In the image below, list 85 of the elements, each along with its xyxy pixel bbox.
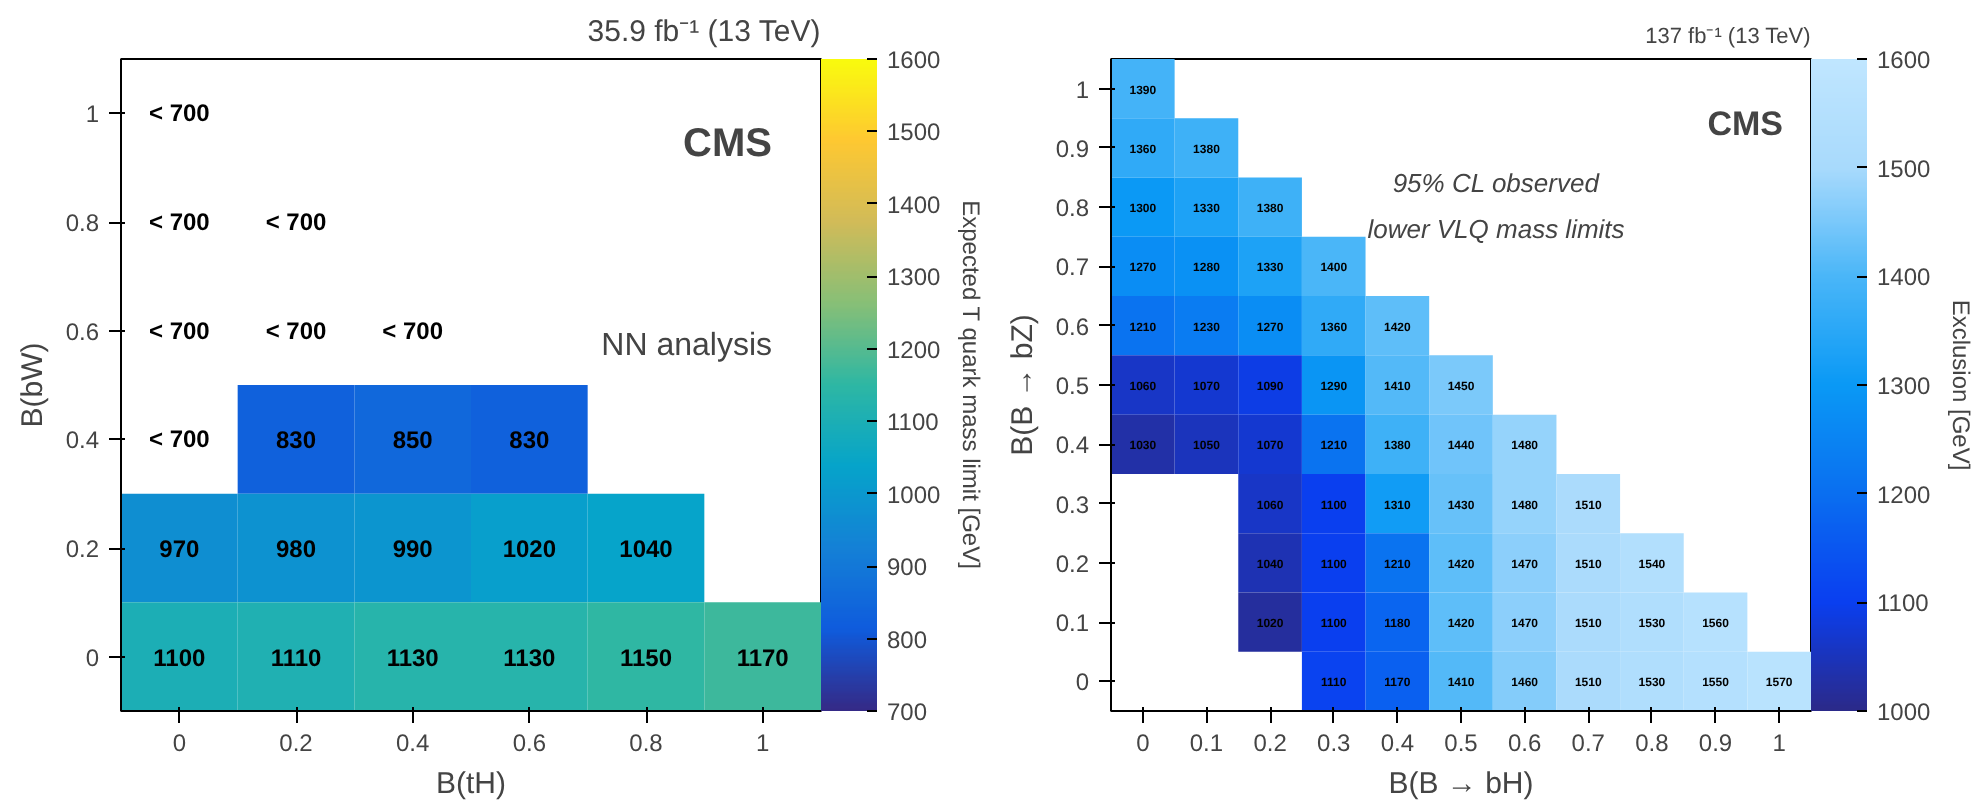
y-tick-label: 0.2	[65, 535, 100, 563]
text: < 700	[148, 208, 210, 236]
color-bar-title: Exclusion [GeV]	[1947, 299, 1975, 471]
color-bar-label: 900	[887, 553, 928, 582]
y-tick-label: 0.1	[1055, 609, 1090, 638]
color-bar-title: Expected T quark mass limit [GeV]	[957, 200, 985, 569]
annotation: NN analysis	[601, 328, 772, 363]
x-tick-label: 0.6	[1507, 729, 1542, 757]
data-label: 1130	[386, 643, 440, 672]
annotation: lower VLQ mass limits	[1367, 213, 1626, 244]
x-tick-label: 0.6	[512, 729, 547, 757]
y-tick-label: 0.5	[1055, 372, 1090, 400]
x-tick-label: 0.4	[395, 729, 430, 757]
data-label: 1020	[502, 535, 557, 563]
color-bar-label: 1300	[887, 263, 942, 292]
x-tick-label: 0.8	[1635, 729, 1670, 757]
color-bar-label: 800	[887, 625, 928, 654]
text: < 700	[382, 316, 444, 345]
color-bar-label: 1400	[887, 190, 942, 219]
color-bar-label: 1100	[887, 408, 940, 437]
y-tick-label: 0.8	[65, 209, 100, 237]
y-tick-label: 0.9	[1055, 134, 1090, 163]
x-tick-label: 0.5	[1444, 729, 1479, 757]
color-bar-label: 1500	[887, 118, 942, 147]
data-label: 980	[275, 535, 317, 563]
x-tick-label: 0.8	[629, 729, 664, 757]
text: < 700	[148, 425, 210, 454]
y-tick-label: 0	[85, 643, 100, 672]
data-label: 1130	[503, 643, 557, 672]
text: < 700	[265, 208, 327, 236]
text: < 700	[148, 316, 210, 345]
x-tick-label: 0.9	[1698, 729, 1733, 757]
x-tick-label: 1	[1772, 729, 1787, 757]
data-label: 1100	[153, 643, 207, 672]
x-tick-label: 0.1	[1189, 729, 1224, 757]
text: < 700	[265, 316, 327, 345]
x-tick-label: 0.2	[279, 729, 314, 757]
x-tick-label: 0.4	[1380, 729, 1415, 757]
data-label: 1170	[736, 643, 790, 672]
chart-title: 137 fb⁻¹ (13 TeV)	[1645, 25, 1811, 49]
data-label: 970	[159, 535, 201, 563]
color-bar-label: 1500	[1877, 154, 1932, 183]
y-axis-title: B(B → bZ)	[1005, 314, 1040, 456]
color-bar-label: 1000	[887, 480, 942, 509]
y-tick-label: 0.8	[1055, 194, 1090, 223]
y-tick-label: 0	[1075, 668, 1090, 697]
y-tick-label: 0.7	[1055, 253, 1090, 282]
x-axis-title: B(B → bH)	[1388, 767, 1534, 801]
y-tick-label: 1	[1075, 75, 1090, 104]
data-label: 1150	[619, 643, 673, 672]
x-tick-label: 0	[1136, 729, 1151, 757]
y-tick-label: 1	[85, 100, 100, 129]
y-tick-label: 0.6	[65, 317, 100, 346]
x-tick-label: 0.2	[1253, 729, 1288, 757]
data-label: 990	[392, 535, 434, 563]
chart-title: 35.9 fb⁻¹ (13 TeV)	[587, 15, 821, 49]
annotation: CMS	[1707, 105, 1784, 144]
y-axis-title: B(bW)	[15, 342, 50, 428]
data-label: 1040	[619, 535, 674, 563]
annotation: 95% CL observed	[1392, 167, 1601, 198]
y-tick-label: 0.4	[65, 426, 100, 455]
color-bar-label: 1600	[1877, 46, 1932, 74]
x-tick-label: 0	[172, 729, 187, 757]
color-bar-label: 1200	[887, 335, 942, 364]
color-bar-label: 1300	[1877, 372, 1932, 400]
x-axis-title: B(tH)	[436, 767, 506, 801]
y-tick-label: 0.6	[1055, 312, 1090, 341]
data-label: 830	[275, 426, 317, 455]
annotation: CMS	[683, 121, 773, 166]
y-tick-label: 0.2	[1055, 549, 1090, 578]
x-tick-label: 0.3	[1317, 729, 1352, 757]
color-bar-label: 1200	[1877, 480, 1932, 509]
color-bar-label: 1100	[1877, 589, 1930, 618]
data-label: 850	[392, 426, 434, 455]
color-bar-label: 1400	[1877, 263, 1932, 292]
data-label: 1110	[270, 643, 323, 672]
data-label: 830	[509, 426, 551, 455]
text: < 700	[148, 99, 210, 128]
color-bar-label: 1000	[1877, 698, 1932, 726]
y-tick-label: 0.3	[1055, 490, 1090, 519]
color-bar-label: 1600	[887, 46, 942, 74]
y-tick-label: 0.4	[1055, 431, 1090, 460]
x-tick-label: 0.7	[1571, 729, 1606, 757]
color-bar-label: 700	[887, 698, 928, 726]
x-tick-label: 1	[755, 729, 770, 757]
